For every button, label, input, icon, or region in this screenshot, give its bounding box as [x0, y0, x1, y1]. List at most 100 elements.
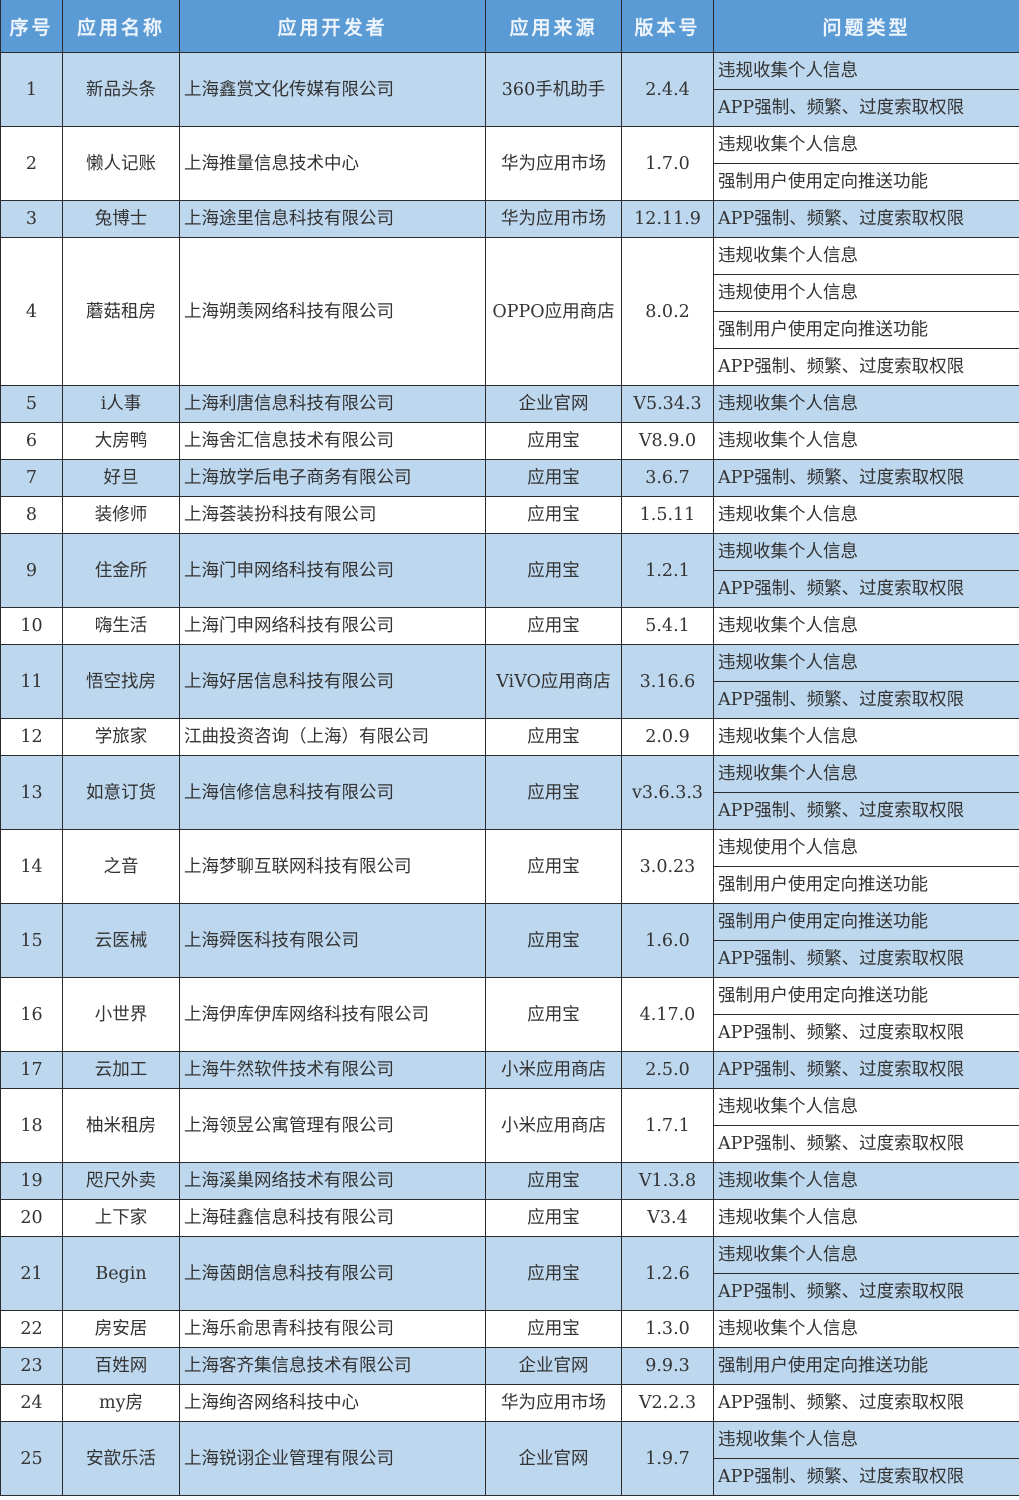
row-number-cell: 13 — [0, 755, 63, 830]
issue-type-cell: APP强制、频繁、过度索取权限 — [713, 1014, 1019, 1052]
table-row: 3 兔博士 上海途里信息科技有限公司 华为应用市场 12.11.9 APP强制、频繁、过度… — [0, 200, 1019, 238]
issue-type-cell: 强制用户使用定向推送功能 — [713, 977, 1019, 1015]
app-source-cell: 企业官网 — [485, 385, 622, 423]
header-no: 序号 — [0, 0, 63, 53]
developer-cell: 上海领昱公寓管理有限公司 — [179, 1088, 486, 1163]
table-row: APP强制、频繁、过度索取权限 — [1, 792, 1019, 830]
app-name-cell: 安歆乐活 — [62, 1421, 180, 1496]
app-source-cell: OPPO应用商店 — [485, 237, 622, 386]
issue-type-cell: 违规收集个人信息 — [713, 755, 1019, 793]
issue-type-cell: 违规收集个人信息 — [713, 496, 1019, 534]
table-row: 6 大房鸭 上海舍汇信息技术有限公司 应用宝 V8.9.0 违规收集个人信息 — [0, 422, 1019, 460]
issue-type-cell: 强制用户使用定向推送功能 — [713, 163, 1019, 201]
version-cell: 1.5.11 — [621, 496, 714, 534]
issue-type-cell: 违规收集个人信息 — [713, 237, 1019, 275]
app-source-cell: 企业官网 — [485, 1421, 622, 1496]
issue-type-cell: 违规使用个人信息 — [713, 274, 1019, 312]
table-row: 2 懒人记账 上海推量信息技术中心 华为应用市场 1.7.0 违规收集个人信息 — [0, 126, 1019, 201]
version-cell: 1.2.6 — [621, 1236, 714, 1311]
app-source-cell: 应用宝 — [485, 1199, 622, 1237]
app-source-cell: 应用宝 — [485, 1310, 622, 1348]
table-header-row: 序号 应用名称 应用开发者 应用来源 版本号 问题类型 — [0, 0, 1019, 53]
table-row: 14 之音 上海梦聊互联网科技有限公司 应用宝 3.0.23 违规使用个人信息 — [0, 829, 1019, 904]
version-cell: V1.3.8 — [621, 1162, 714, 1200]
table-row: APP强制、频繁、过度索取权限 — [1, 1273, 1019, 1311]
app-name-cell: 大房鸭 — [62, 422, 180, 460]
app-source-cell: 应用宝 — [485, 533, 622, 608]
row-number-cell: 14 — [0, 829, 63, 904]
row-number-cell: 15 — [0, 903, 63, 978]
developer-cell: 上海信修信息科技有限公司 — [179, 755, 486, 830]
issue-type-cell: 违规收集个人信息 — [713, 1088, 1019, 1126]
issue-type-cell: 违规收集个人信息 — [713, 1236, 1019, 1274]
row-number-cell: 22 — [0, 1310, 63, 1348]
app-source-cell: 华为应用市场 — [485, 126, 622, 201]
issue-type-cell: 违规收集个人信息 — [713, 644, 1019, 682]
app-source-cell: 应用宝 — [485, 459, 622, 497]
header-version: 版本号 — [621, 0, 714, 53]
app-name-cell: my房 — [62, 1384, 180, 1422]
app-name-cell: Begin — [62, 1236, 180, 1311]
table-row: 4 蘑菇租房 上海朔羡网络科技有限公司 OPPO应用商店 8.0.2 违规收集个人信息 — [0, 237, 1019, 386]
table-body: 1 新品头条 上海鑫赏文化传媒有限公司 360手机助手 2.4.4 违规收集个人信息 APP… — [0, 52, 1019, 1496]
issue-type-cell: APP强制、频繁、过度索取权限 — [713, 89, 1019, 127]
app-name-cell: 小世界 — [62, 977, 180, 1052]
table-row: 21 Begin 上海茵朗信息科技有限公司 应用宝 1.2.6 违规收集个人信息 — [0, 1236, 1019, 1311]
row-number-cell: 1 — [0, 52, 63, 127]
row-number-cell: 16 — [0, 977, 63, 1052]
table-row: 18 柚米租房 上海领昱公寓管理有限公司 小米应用商店 1.7.1 违规收集个人信息 — [0, 1088, 1019, 1163]
table-row: 25 安歆乐活 上海锐诩企业管理有限公司 企业官网 1.9.7 违规收集个人信息 — [0, 1421, 1019, 1496]
table-row: 24 my房 上海绚咨网络科技中心 华为应用市场 V2.2.3 APP强制、频繁、过度索取… — [0, 1384, 1019, 1422]
row-number-cell: 11 — [0, 644, 63, 719]
row-number-cell: 25 — [0, 1421, 63, 1496]
issue-type-cell: 违规收集个人信息 — [713, 1162, 1019, 1200]
row-number-cell: 6 — [0, 422, 63, 460]
issue-type-cell: APP强制、频繁、过度索取权限 — [713, 1125, 1019, 1163]
app-name-cell: 学旅家 — [62, 718, 180, 756]
version-cell: 2.4.4 — [621, 52, 714, 127]
header-developer: 应用开发者 — [179, 0, 486, 53]
app-name-cell: 房安居 — [62, 1310, 180, 1348]
table-row: 17 云加工 上海牛然软件技术有限公司 小米应用商店 2.5.0 APP强制、频繁、过度索… — [0, 1051, 1019, 1089]
row-number-cell: 21 — [0, 1236, 63, 1311]
app-source-cell: 应用宝 — [485, 1236, 622, 1311]
row-number-cell: 18 — [0, 1088, 63, 1163]
table-row: APP强制、频繁、过度索取权限 — [1, 1458, 1019, 1496]
app-source-cell: ViVO应用商店 — [485, 644, 622, 719]
developer-cell: 上海溪巢网络技术有限公司 — [179, 1162, 486, 1200]
table-row: APP强制、频繁、过度索取权限 — [1, 681, 1019, 719]
table-row: 15 云医械 上海舜医科技有限公司 应用宝 1.6.0 强制用户使用定向推送功能 — [0, 903, 1019, 978]
version-cell: 2.0.9 — [621, 718, 714, 756]
row-number-cell: 10 — [0, 607, 63, 645]
table-row: 1 新品头条 上海鑫赏文化传媒有限公司 360手机助手 2.4.4 违规收集个人信息 — [0, 52, 1019, 127]
table-row: 10 嗨生活 上海门申网络科技有限公司 应用宝 5.4.1 违规收集个人信息 — [0, 607, 1019, 645]
table-row: APP强制、频繁、过度索取权限 — [1, 1014, 1019, 1052]
app-source-cell: 应用宝 — [485, 1162, 622, 1200]
row-number-cell: 5 — [0, 385, 63, 423]
app-name-cell: 云加工 — [62, 1051, 180, 1089]
row-number-cell: 4 — [0, 237, 63, 386]
app-name-cell: 柚米租房 — [62, 1088, 180, 1163]
version-cell: 1.6.0 — [621, 903, 714, 978]
developer-cell: 上海途里信息科技有限公司 — [179, 200, 486, 238]
table-row: APP强制、频繁、过度索取权限 — [1, 89, 1019, 127]
app-source-cell: 应用宝 — [485, 422, 622, 460]
row-number-cell: 3 — [0, 200, 63, 238]
app-source-cell: 小米应用商店 — [485, 1051, 622, 1089]
row-number-cell: 17 — [0, 1051, 63, 1089]
issue-type-cell: APP强制、频繁、过度索取权限 — [713, 792, 1019, 830]
version-cell: V8.9.0 — [621, 422, 714, 460]
app-name-cell: 懒人记账 — [62, 126, 180, 201]
developer-cell: 上海乐俞思青科技有限公司 — [179, 1310, 486, 1348]
app-source-cell: 360手机助手 — [485, 52, 622, 127]
issue-type-cell: APP强制、频繁、过度索取权限 — [713, 940, 1019, 978]
issue-type-cell: APP强制、频繁、过度索取权限 — [713, 681, 1019, 719]
developer-cell: 上海茵朗信息科技有限公司 — [179, 1236, 486, 1311]
version-cell: 2.5.0 — [621, 1051, 714, 1089]
issue-type-cell: 违规收集个人信息 — [713, 1421, 1019, 1459]
developer-cell: 上海放学后电子商务有限公司 — [179, 459, 486, 497]
table-row: APP强制、频繁、过度索取权限 — [1, 348, 1019, 386]
version-cell: 4.17.0 — [621, 977, 714, 1052]
table-row: 16 小世界 上海伊库伊库网络科技有限公司 应用宝 4.17.0 强制用户使用定向推送功能 — [0, 977, 1019, 1052]
app-name-cell: 住金所 — [62, 533, 180, 608]
